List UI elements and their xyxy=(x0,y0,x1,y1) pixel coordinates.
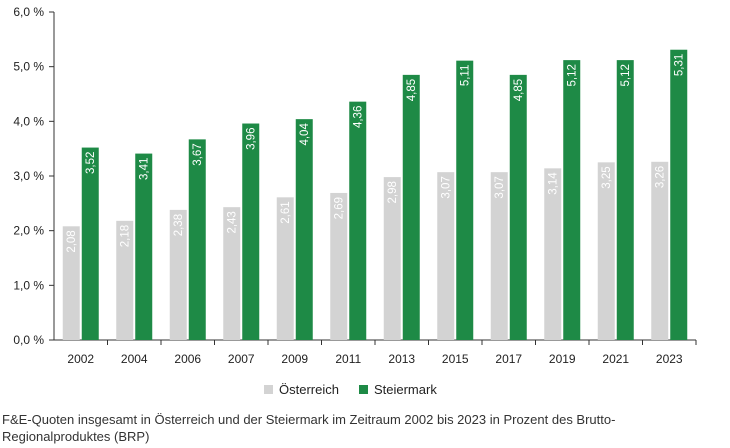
legend-swatch-steiermark xyxy=(358,385,368,394)
data-label-oesterreich: 3,25 xyxy=(601,166,613,188)
bar-steiermark xyxy=(81,147,99,340)
x-tick-label: 2017 xyxy=(495,352,522,366)
bar-steiermark xyxy=(295,119,313,340)
bar-steiermark xyxy=(563,60,581,341)
y-tick-label: 3,0 % xyxy=(13,169,44,183)
data-label-oesterreich: 3,14 xyxy=(548,172,560,195)
data-label-steiermark: 4,85 xyxy=(406,79,418,101)
y-tick-label: 5,0 % xyxy=(13,60,44,74)
bar-oesterreich xyxy=(437,172,455,340)
y-tick-label: 6,0 % xyxy=(13,5,44,19)
bar-steiermark xyxy=(670,49,688,340)
bar-steiermark xyxy=(188,139,206,340)
bar-steiermark xyxy=(135,153,153,340)
bar-steiermark xyxy=(456,60,474,341)
legend-swatch-oesterreich xyxy=(264,385,273,394)
data-label-steiermark: 5,12 xyxy=(567,64,579,86)
bar-oesterreich xyxy=(169,209,187,340)
data-label-oesterreich: 2,43 xyxy=(227,211,239,233)
x-tick-labels: 2002 2004 2006 2007 2009 2011 2013 2015 2017 2019… xyxy=(67,352,683,366)
data-label-steiermark: 3,67 xyxy=(192,143,204,165)
bar-steiermark xyxy=(402,74,420,340)
x-tick-label: 2007 xyxy=(228,352,255,366)
x-tick-label: 2009 xyxy=(281,352,308,366)
x-tick-label: 2006 xyxy=(174,352,201,366)
bar-oesterreich xyxy=(544,168,562,340)
data-label-oesterreich: 2,38 xyxy=(173,214,185,236)
bar-oesterreich xyxy=(490,172,508,340)
data-label-oesterreich: 2,69 xyxy=(334,197,346,219)
y-tick-label: 1,0 % xyxy=(13,278,44,292)
data-label-oesterreich: 3,07 xyxy=(441,176,453,198)
y-tick-labels: 0,0 % 1,0 % 2,0 % 3,0 % 4,0 % 5,0 % 6,0 % xyxy=(13,5,44,347)
y-tick-label: 4,0 % xyxy=(13,114,44,128)
legend-label-steiermark: Steiermark xyxy=(373,382,437,397)
bar-steiermark xyxy=(242,123,260,341)
data-label-oesterreich: 2,98 xyxy=(387,181,399,203)
x-tick-label: 2004 xyxy=(121,352,148,366)
data-label-steiermark: 4,04 xyxy=(299,123,311,146)
data-label-steiermark: 3,96 xyxy=(246,128,258,150)
x-tick-label: 2002 xyxy=(67,352,94,366)
legend-item-steiermark: Steiermark xyxy=(358,382,437,397)
data-label-oesterreich: 2,08 xyxy=(66,230,78,252)
x-tick-label: 2023 xyxy=(656,352,683,366)
data-label-oesterreich: 2,18 xyxy=(120,225,132,247)
x-tick-label: 2019 xyxy=(549,352,576,366)
chart-axes xyxy=(49,11,697,345)
data-label-steiermark: 3,41 xyxy=(139,158,151,180)
bar-oesterreich xyxy=(62,226,80,340)
chart-legend: Österreich Steiermark xyxy=(264,382,451,397)
bar-oesterreich xyxy=(330,192,348,340)
bar-oesterreich xyxy=(276,197,294,340)
x-tick-label: 2021 xyxy=(602,352,629,366)
chart-caption: F&E-Quoten insgesamt in Österreich und d… xyxy=(2,412,616,444)
bar-steiermark xyxy=(616,60,634,341)
data-label-steiermark: 5,11 xyxy=(460,65,472,87)
bar-oesterreich xyxy=(651,161,669,340)
data-label-steiermark: 3,52 xyxy=(85,152,97,174)
bar-steiermark xyxy=(509,74,527,340)
data-label-steiermark: 4,85 xyxy=(513,79,525,101)
x-tick-label: 2013 xyxy=(388,352,415,366)
data-label-oesterreich: 3,07 xyxy=(494,176,506,198)
x-tick-label: 2011 xyxy=(335,352,361,366)
bar-chart: 2,08 3,52 2,18 3,41 2,38 3,67 2,43 3,96 2,61 4,04… xyxy=(13,5,697,366)
legend-item-oesterreich: Österreich xyxy=(264,382,339,397)
y-tick-label: 0,0 % xyxy=(13,333,44,347)
data-label-steiermark: 5,31 xyxy=(674,54,686,76)
bar-oesterreich xyxy=(223,207,241,340)
data-label-oesterreich: 3,26 xyxy=(655,166,667,188)
chart-bars: 2,08 3,52 2,18 3,41 2,38 3,67 2,43 3,96 2,61 4,04… xyxy=(62,49,688,341)
bar-oesterreich xyxy=(116,220,134,340)
bar-oesterreich xyxy=(597,162,615,340)
x-tick-label: 2015 xyxy=(442,352,469,366)
bar-oesterreich xyxy=(383,177,401,340)
data-label-steiermark: 4,36 xyxy=(353,106,365,128)
legend-label-oesterreich: Österreich xyxy=(279,382,339,397)
data-label-steiermark: 5,12 xyxy=(620,64,632,86)
bar-steiermark xyxy=(349,101,367,340)
y-tick-label: 2,0 % xyxy=(13,224,44,238)
data-label-oesterreich: 2,61 xyxy=(280,201,292,223)
